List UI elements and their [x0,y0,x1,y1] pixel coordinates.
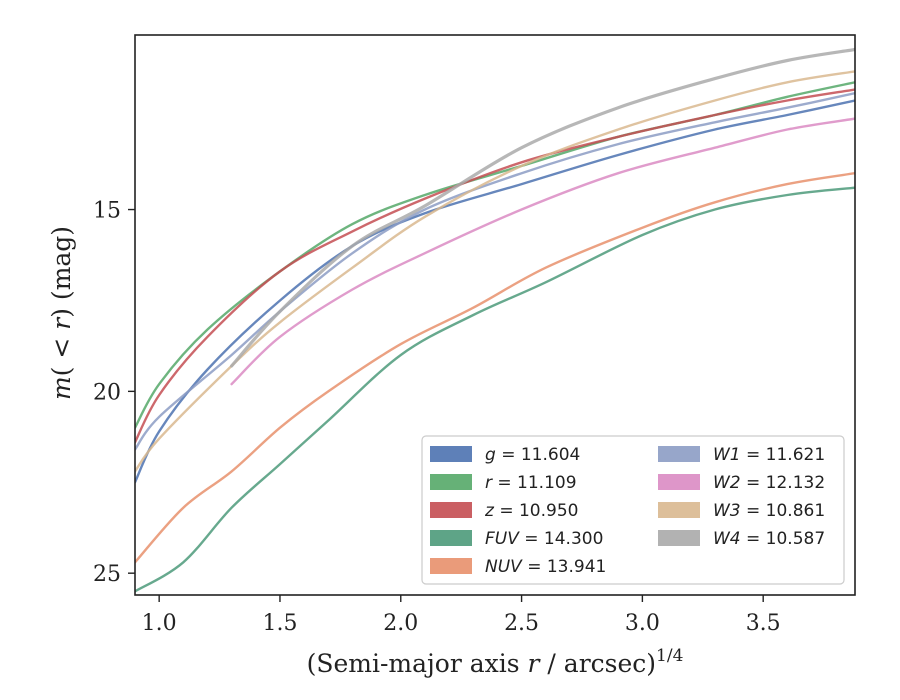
curve-nuv [135,172,855,564]
curve-r [135,81,855,429]
legend-label-nuv: NUV = 13.941 [485,557,606,577]
x-axis-title: (Semi-major axis r / arcsec)1/4 [307,646,684,678]
legend-label-z: z = 10.950 [484,501,578,521]
legend-label-w2: W2 = 12.132 [713,473,825,493]
legend-label-r: r = 11.109 [485,473,577,493]
legend-swatch-w4 [658,530,700,546]
legend-label-g: g = 11.604 [485,445,580,465]
y-axis-ticks: 15 20 25 [93,199,135,587]
curve-w4 [230,47,855,368]
curve-layer [135,47,855,593]
y-tick-label: 25 [93,562,121,587]
x-tick-label: 1.5 [262,611,297,636]
plot-frame [134,34,856,596]
legend-swatch-z [430,502,472,518]
legend-swatch-fuv [430,530,472,546]
y-tick-label: 15 [93,199,121,224]
curve-fuv [135,186,855,593]
legend-swatch-nuv [430,558,472,574]
legend-label-fuv: FUV = 14.300 [485,529,603,549]
legend-label-w1: W1 = 11.621 [713,445,825,465]
legend-label-w3: W3 = 10.861 [713,501,825,521]
legend-label-w4: W4 = 10.587 [713,529,825,549]
legend-swatch-w2 [658,474,700,490]
x-tick-label: 1.0 [142,611,177,636]
x-tick-label: 2.0 [383,611,418,636]
legend-swatch-w1 [658,446,700,462]
x-tick-label: 3.0 [625,611,660,636]
curve-w1 [135,92,855,451]
y-tick-label: 20 [93,380,121,405]
legend-swatch-g [430,446,472,462]
curve-w3 [135,70,855,473]
curve-z [135,88,855,444]
curve-w2 [230,117,855,386]
legend-swatch-r [430,474,472,490]
x-axis-ticks: 1.0 1.5 2.0 2.5 3.0 3.5 [142,595,781,636]
y-axis-title: m( < r) (mag) [47,226,76,400]
legend: g = 11.604 r = 11.109 z = 10.950 FUV = 14.3… [421,435,845,585]
x-tick-label: 2.5 [504,611,539,636]
curve-g [135,99,855,484]
legend-swatch-w3 [658,502,700,518]
x-tick-label: 3.5 [746,611,781,636]
legend-box [421,435,845,585]
